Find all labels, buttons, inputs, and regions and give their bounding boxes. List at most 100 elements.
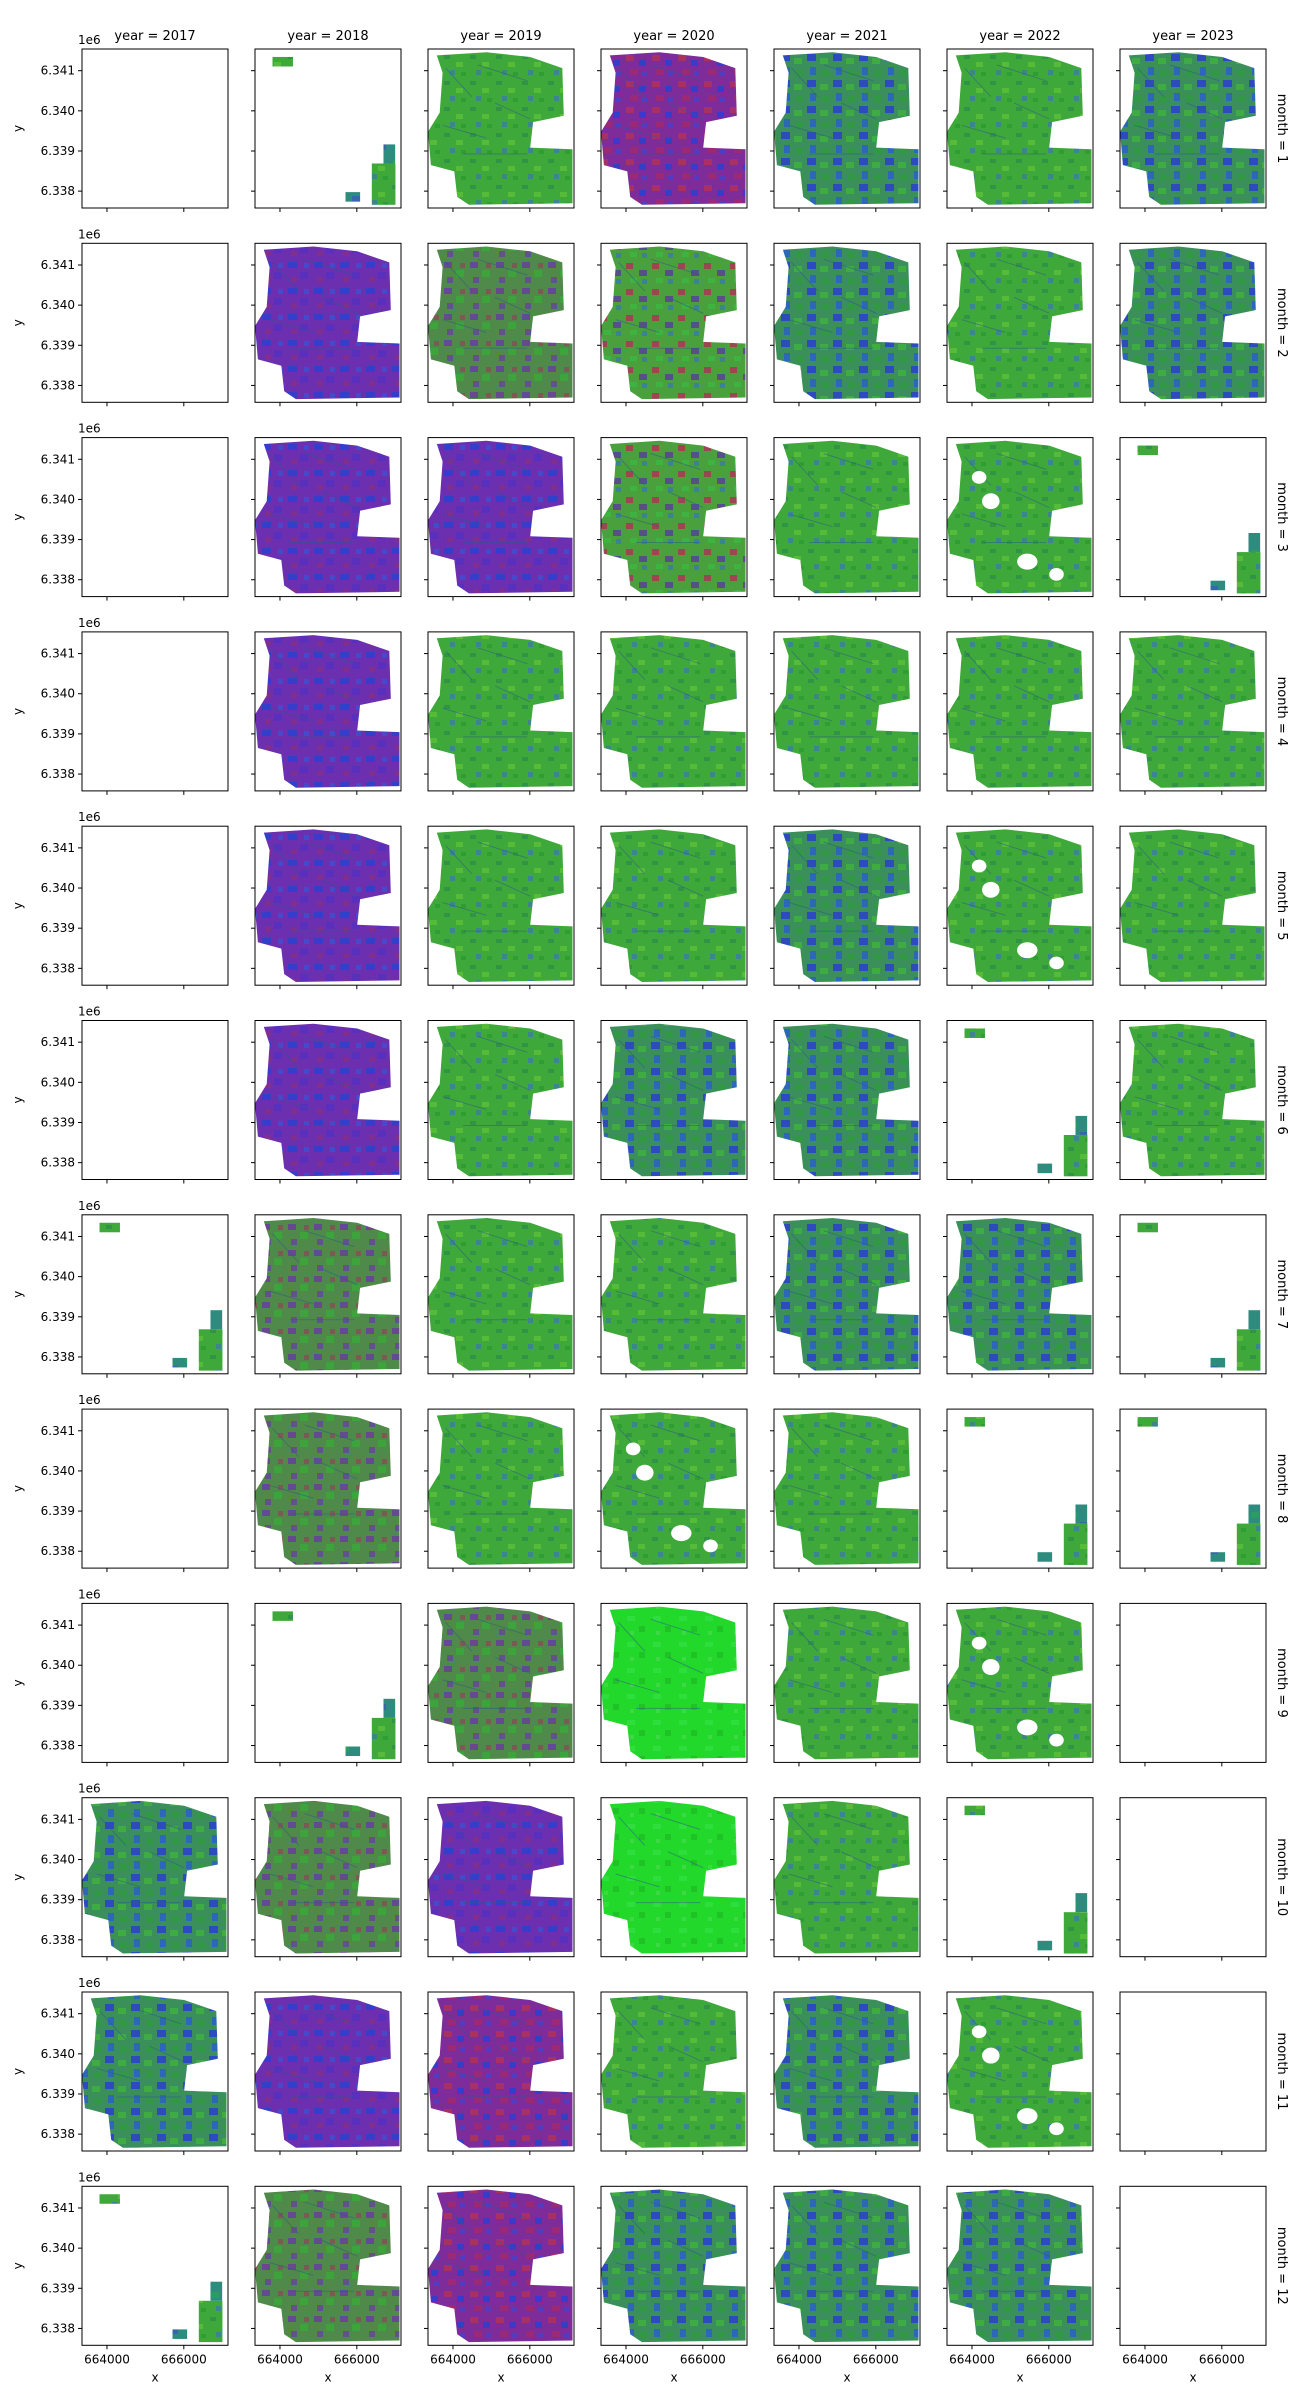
- y-tick-label: 6.341: [41, 1035, 75, 1049]
- y-axis-label: y: [11, 1291, 25, 1298]
- field-boundary: [615, 2262, 660, 2276]
- facet-panel: [597, 1991, 748, 2155]
- y-offset-label: 1e6: [78, 1782, 101, 1796]
- field-boundary: [791, 1816, 819, 1846]
- panel-frame: [773, 825, 921, 986]
- field-boundary: [1169, 841, 1220, 859]
- field-boundary: [442, 2067, 487, 2082]
- raster-patch: [210, 1310, 223, 1330]
- panel-frame: [427, 242, 575, 403]
- facet-panel: [251, 242, 402, 407]
- field-boundary: [823, 258, 874, 276]
- raster-image: [428, 1995, 573, 2148]
- raster-field: [774, 2189, 919, 2343]
- field-boundary: [667, 1462, 704, 1480]
- y-axis-label: y: [11, 2068, 25, 2075]
- facet-panel: [943, 242, 1094, 407]
- field-boundary: [148, 2045, 185, 2063]
- raster-image: [774, 1606, 919, 1760]
- field-boundary: [321, 685, 358, 703]
- panel-frame: [600, 48, 748, 209]
- y-tick-label: 6.341: [41, 1229, 75, 1243]
- facet-panel: [943, 48, 1094, 212]
- facet-panel: [943, 1408, 1094, 1573]
- facet-panel: [424, 1797, 575, 1961]
- field-boundary: [650, 2201, 701, 2219]
- field-boundary: [996, 841, 1047, 859]
- row-title: month = 6: [1274, 1065, 1289, 1135]
- raster-field: [601, 1412, 746, 1565]
- field-boundary: [1186, 685, 1223, 703]
- raster-patch: [383, 1698, 396, 1718]
- panel-frame: [254, 1602, 402, 1763]
- raster-field: [947, 52, 1092, 205]
- column-title: year = 2022: [979, 29, 1060, 44]
- field-boundary: [477, 2007, 528, 2025]
- field-boundary: [667, 685, 704, 703]
- field-boundary: [477, 2201, 528, 2219]
- raster-image: [82, 1995, 227, 2148]
- raster-field: [601, 1023, 746, 1177]
- raster-image: [255, 1995, 400, 2148]
- raster-patch: [1037, 1552, 1053, 1562]
- x-tick-label: 666000: [1026, 2352, 1072, 2366]
- raster-image: [601, 1606, 746, 1760]
- column-facet-titles: year = 2017 year = 2018 year = 2019 year = …: [114, 29, 1233, 44]
- field-boundary: [1137, 1039, 1165, 1069]
- panel-frame: [427, 1797, 575, 1958]
- column-title: year = 2018: [287, 29, 368, 44]
- facet-panel: [770, 48, 921, 212]
- field-boundary: [269, 1096, 314, 1111]
- raster-field: [428, 1606, 573, 1760]
- y-tick-label: 6.340: [41, 492, 75, 506]
- field-boundary: [618, 2205, 646, 2235]
- raster-image: [1120, 52, 1265, 205]
- raster-field: [255, 440, 400, 594]
- y-tick-label: 6.339: [41, 144, 75, 158]
- field-boundary: [823, 647, 874, 665]
- field-boundary: [304, 1035, 355, 1053]
- field-boundary: [667, 1074, 704, 1091]
- y-tick-label: 6.340: [41, 1075, 75, 1089]
- field-boundary: [667, 102, 704, 120]
- field-boundary: [321, 491, 358, 509]
- y-tick-label: 6.340: [41, 1853, 75, 1867]
- raster-field: [947, 829, 1092, 982]
- raster-field: [774, 1995, 919, 2148]
- field-boundary: [823, 1230, 874, 1248]
- field-boundary: [618, 844, 646, 875]
- panel-frame: [946, 1602, 1094, 1763]
- facet-panel: 6.341 6.340 6.339 6.338 1e6 y: [11, 422, 229, 601]
- field-boundary: [823, 841, 874, 859]
- x-tick-label: 666000: [334, 2352, 380, 2366]
- field-boundary: [996, 453, 1047, 470]
- raster-field: [947, 440, 1092, 594]
- field-boundary: [615, 513, 660, 528]
- raster-field: [601, 1800, 746, 1954]
- field-boundary: [996, 1230, 1047, 1248]
- raster-image: [947, 829, 1092, 982]
- raster-patch: [172, 1357, 188, 1368]
- field-boundary: [445, 1039, 473, 1069]
- field-boundary: [1013, 879, 1050, 897]
- raster-patch: [172, 2329, 188, 2339]
- facet-panel: [943, 825, 1094, 990]
- field-boundary: [650, 1813, 701, 1830]
- nodata-hole: [703, 1539, 718, 1553]
- panel-frame: [773, 48, 921, 209]
- panel-frame: [1119, 1797, 1267, 1958]
- field-boundary: [442, 2262, 487, 2276]
- row-title: month = 5: [1274, 871, 1289, 941]
- panel-frame: [1119, 1991, 1267, 2152]
- raster-field: [774, 52, 919, 205]
- field-boundary: [1013, 296, 1050, 314]
- field-boundary: [131, 1813, 182, 1830]
- y-tick-label: 6.341: [41, 64, 75, 78]
- field-boundary: [823, 453, 874, 470]
- x-tick-label: 664000: [84, 2352, 130, 2366]
- panel-frame: [946, 825, 1094, 986]
- panel-frame: [1119, 48, 1267, 209]
- raster-patch: [198, 2300, 223, 2343]
